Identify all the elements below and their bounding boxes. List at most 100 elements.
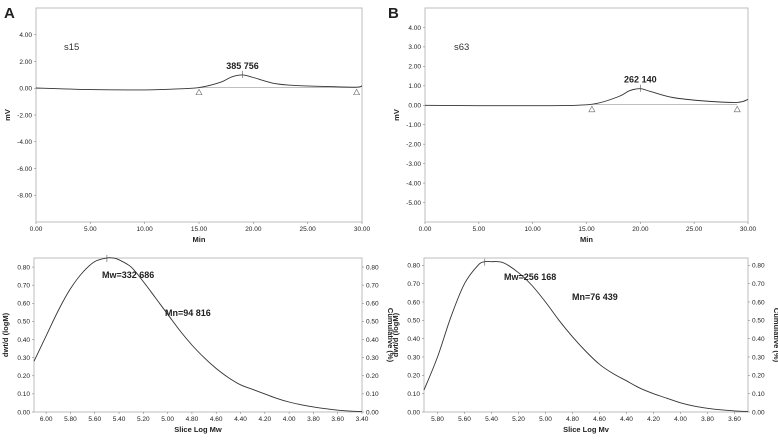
y2-tick-label: 0.50 — [752, 318, 765, 325]
x-tick-label: 3.80 — [701, 416, 714, 423]
y-tick-label: 0.10 — [407, 391, 420, 398]
x-tick-label: 10.00 — [525, 226, 542, 233]
y2-tick-label: 0.70 — [752, 281, 765, 288]
peak-label: 385 756 — [226, 61, 259, 71]
x-tick-label: 4.60 — [210, 416, 223, 423]
y-tick-label: -6.00 — [17, 166, 32, 173]
baseline-marker — [195, 88, 203, 96]
mn-annotation: Mn=76 439 — [572, 292, 618, 302]
y-tick-label: -8.00 — [17, 193, 32, 200]
y-axis-label: mV — [3, 109, 12, 121]
y-tick-label: 0.00 — [19, 86, 32, 93]
y-tick-label: -2.00 — [406, 141, 421, 148]
x-tick-label: 4.80 — [566, 416, 579, 423]
y-tick-label: -1.00 — [406, 122, 421, 129]
x-tick-label: 4.80 — [186, 416, 199, 423]
x-tick-label: 5.80 — [64, 416, 77, 423]
x-tick-label: 5.80 — [431, 416, 444, 423]
series-line — [423, 260, 749, 412]
x-tick-label: 10.00 — [137, 226, 154, 233]
y2-tick-label: 0.10 — [366, 391, 379, 398]
x-axis-label: Slice Log Mw — [174, 425, 222, 434]
x-tick-label: 4.20 — [647, 416, 660, 423]
y-tick-label: 0.80 — [407, 263, 420, 270]
y-tick-label: 4.00 — [408, 25, 421, 32]
y-tick-label: 2.00 — [408, 64, 421, 71]
x-tick-label: 5.60 — [458, 416, 471, 423]
peak-label: 262 140 — [624, 75, 657, 85]
y-tick-label: 0.00 — [17, 409, 30, 416]
y2-tick-label: 0.30 — [366, 355, 379, 362]
y-tick-label: 0.00 — [407, 409, 420, 416]
y2-axis-label: Cumulative (%) — [772, 308, 778, 363]
y2-tick-label: 0.20 — [752, 373, 765, 380]
x-tick-label: 3.60 — [331, 416, 344, 423]
x-tick-label: 25.00 — [300, 226, 317, 233]
chart-B-mw-distribution: 0.80 0.80 0.70 0.70 0.60 0.60 0.50 0.50 0.40 0.40… — [391, 257, 778, 434]
y-axis-label: dwt/d (logM) — [1, 312, 10, 357]
x-tick-label: 5.00 — [473, 226, 486, 233]
panel-label: B — [388, 5, 399, 22]
y-tick-label: 0.20 — [407, 373, 420, 380]
y-axis-label: dwt/d (logM) — [391, 312, 400, 357]
y-tick-label: 0.00 — [408, 103, 421, 110]
y-tick-label: -2.00 — [17, 112, 32, 119]
x-tick-label: 4.00 — [283, 416, 296, 423]
y2-tick-label: 0.80 — [366, 264, 379, 271]
y2-tick-label: 0.40 — [752, 336, 765, 343]
mn-annotation: Mn=94 816 — [165, 308, 211, 318]
x-axis-label: Min — [193, 235, 206, 244]
x-tick-label: 15.00 — [191, 226, 208, 233]
y2-axis-label: Cumulative (%) — [386, 308, 395, 363]
sample-label: s15 — [64, 42, 79, 53]
x-tick-label: 0.00 — [30, 226, 43, 233]
x-tick-label: 5.00 — [539, 416, 552, 423]
y-tick-label: 0.60 — [407, 299, 420, 306]
x-axis-label: Min — [580, 235, 593, 244]
x-tick-label: 30.00 — [740, 226, 757, 233]
y-tick-label: 0.40 — [17, 337, 30, 344]
x-tick-label: 25.00 — [686, 226, 703, 233]
y-tick-label: 1.00 — [408, 83, 421, 90]
y2-tick-label: 0.60 — [366, 301, 379, 308]
sample-label: s63 — [454, 42, 469, 53]
x-tick-label: 4.60 — [593, 416, 606, 423]
x-tick-label: 15.00 — [578, 226, 595, 233]
x-tick-label: 4.20 — [258, 416, 271, 423]
series-line — [35, 74, 363, 91]
chart-A-chromatogram: 4.00 2.00 0.00 -2.00 -4.00 -6.00 -8.00 0.00 5.00… — [3, 5, 371, 244]
y2-tick-label: 0.00 — [752, 409, 765, 416]
plot-frame — [35, 7, 363, 223]
y-tick-label: 0.60 — [17, 301, 30, 308]
y2-tick-label: 0.50 — [366, 319, 379, 326]
y-tick-label: 3.00 — [408, 44, 421, 51]
x-tick-label: 5.00 — [84, 226, 97, 233]
y2-tick-label: 0.40 — [366, 337, 379, 344]
x-tick-label: 0.00 — [419, 226, 432, 233]
y-tick-label: 0.10 — [17, 391, 30, 398]
baseline-marker — [588, 105, 596, 113]
x-tick-label: 5.60 — [88, 416, 101, 423]
y-axis-label: mV — [392, 109, 401, 121]
series-line — [33, 257, 363, 413]
plot-frame — [424, 7, 749, 223]
x-tick-label: 3.60 — [728, 416, 741, 423]
y-tick-label: 0.70 — [407, 281, 420, 288]
plot-frame — [33, 257, 363, 413]
y2-tick-label: 0.80 — [752, 263, 765, 270]
y2-tick-label: 0.10 — [752, 391, 765, 398]
y-tick-label: 0.50 — [407, 318, 420, 325]
y-tick-label: -4.00 — [17, 139, 32, 146]
y2-tick-label: 0.30 — [752, 354, 765, 361]
chart-B-chromatogram: 4.00 3.00 2.00 1.00 0.00 -1.00 -2.00 -3.00 -4.00… — [388, 5, 757, 244]
x-tick-label: 5.40 — [113, 416, 126, 423]
baseline-marker — [353, 88, 361, 96]
x-tick-label: 5.40 — [485, 416, 498, 423]
y-tick-label: 0.20 — [17, 373, 30, 380]
y-tick-label: -5.00 — [406, 200, 421, 207]
y-tick-label: 0.30 — [17, 355, 30, 362]
baseline-marker — [733, 105, 741, 113]
x-tick-label: 20.00 — [632, 226, 649, 233]
x-tick-label: 20.00 — [245, 226, 262, 233]
